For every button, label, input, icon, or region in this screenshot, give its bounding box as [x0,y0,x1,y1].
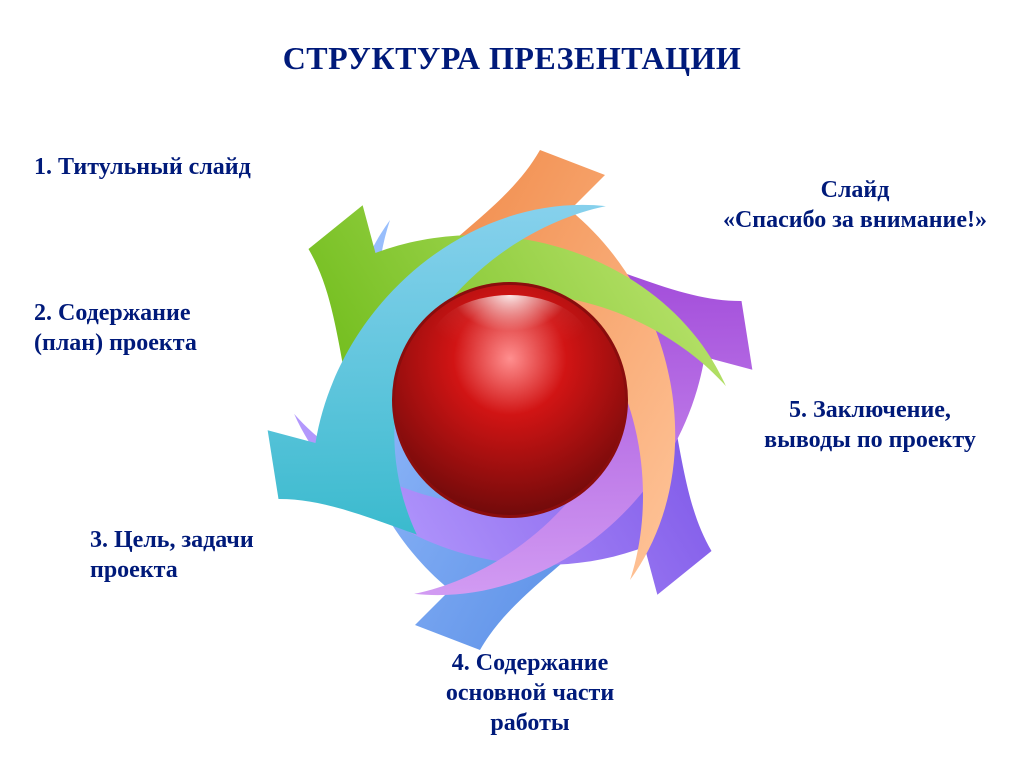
label-4-line3: работы [490,710,569,736]
label-6-line2: «Спасибо за внимание!» [723,207,987,233]
label-6-line1: Слайд [821,177,890,203]
label-4-line1: 4. Содержание [452,650,609,676]
label-3-line2: проекта [90,557,178,583]
label-3-line1: 3. Цель, задачи [90,527,254,553]
label-3: 3. Цель, задачи проекта [90,525,254,585]
label-2-line2: (план) проекта [34,330,197,356]
sphere-highlight-icon [430,295,590,395]
label-4-line2: основной части [446,680,614,706]
label-2-line1: 2. Содержание [34,300,191,326]
label-1: 1. Титульный слайд [34,152,251,182]
label-5-line1: 5. Заключение, [789,397,951,423]
label-2: 2. Содержание (план) проекта [34,298,197,358]
label-1-text: 1. Титульный слайд [34,154,251,180]
label-5: 5. Заключение, выводы по проекту [740,395,1000,455]
label-6: Слайд «Спасибо за внимание!» [700,175,1010,235]
label-5-line2: выводы по проекту [764,427,976,453]
diagram-stage: СТРУКТУРА ПРЕЗЕНТАЦИИ [0,0,1024,767]
label-4: 4. Содержание основной части работы [400,648,660,738]
